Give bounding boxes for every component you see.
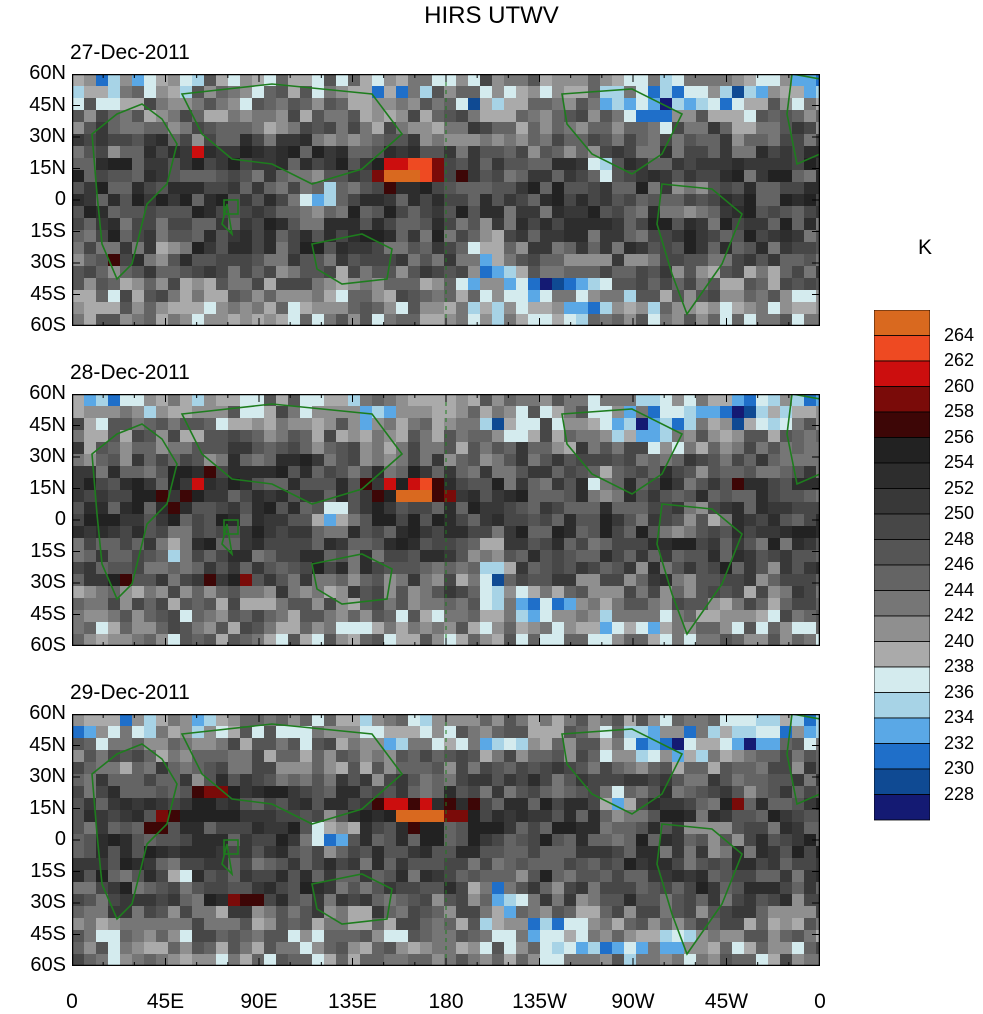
y-tick-label: 30N [29, 765, 66, 787]
y-tick-label: 45N [29, 93, 66, 116]
colorbar-swatch [874, 411, 930, 438]
y-tick-label: 15N [29, 796, 66, 819]
y-tick-label: 30S [30, 251, 66, 273]
colorbar-level-label: 256 [944, 426, 975, 447]
colorbar-swatch [874, 386, 930, 413]
y-tick-label: 45N [29, 413, 66, 436]
colorbar-level-label: 236 [944, 681, 975, 702]
x-tick-label: 180 [428, 990, 464, 1013]
colorbar [874, 310, 930, 821]
colorbar-swatch [874, 692, 930, 719]
x-tick-label: 135W [512, 990, 567, 1013]
colorbar-swatch [874, 641, 930, 668]
map-panel-27-dec-2011 [72, 74, 820, 326]
colorbar-swatch [874, 513, 930, 540]
axis-ticks [72, 714, 820, 966]
y-tick-label: 60S [30, 634, 66, 656]
y-tick-label: 15N [29, 156, 66, 179]
colorbar-level-label: 254 [944, 452, 975, 472]
y-tick-label: 0 [54, 508, 66, 530]
colorbar-level-label: 258 [944, 401, 975, 421]
colorbar-level-label: 252 [944, 477, 975, 498]
panel-1-date: 27-Dec-2011 [70, 41, 190, 64]
x-tick-label: 45E [146, 990, 185, 1013]
x-tick-label: 0 [66, 990, 78, 1013]
colorbar-level-label: 260 [944, 375, 975, 396]
chart-title: HIRS UTWV [424, 2, 559, 29]
colorbar-swatch [874, 360, 930, 387]
panel-3-date: 29-Dec-2011 [70, 681, 190, 704]
x-tick-label: 90E [240, 990, 278, 1013]
colorbar-swatch [874, 717, 930, 744]
y-tick-label: 15S [30, 219, 66, 242]
y-tick-label: 30N [29, 125, 66, 147]
colorbar-level-label: 232 [944, 732, 975, 753]
coastlines [91, 394, 820, 636]
colorbar-level-label: 244 [944, 579, 975, 600]
colorbar-level-label: 264 [944, 324, 975, 345]
y-tick-label: 60N [29, 702, 66, 724]
y-tick-label: 45S [30, 922, 66, 945]
y-tick-label: 30S [30, 891, 66, 913]
colorbar-level-label: 248 [944, 528, 975, 549]
colorbar-swatch [874, 488, 930, 515]
colorbar-swatch [874, 615, 930, 642]
y-tick-label: 15S [30, 859, 66, 882]
y-tick-label: 60S [30, 314, 66, 336]
colorbar-swatch [874, 310, 930, 336]
axis-ticks [72, 394, 820, 646]
field-cells [72, 714, 820, 966]
y-tick-label: 15S [30, 539, 66, 562]
x-tick-label: 90W [611, 990, 655, 1013]
colorbar-level-label: 234 [944, 707, 975, 727]
y-tick-label: 60S [30, 954, 66, 976]
map-panel-29-dec-2011 [72, 714, 820, 966]
colorbar-level-label: 246 [944, 554, 975, 574]
y-tick-label: 30N [29, 445, 66, 467]
colorbar-level-label: 242 [944, 605, 975, 625]
field-cells [72, 74, 820, 326]
y-tick-label: 60N [29, 382, 66, 404]
x-tick-label: 0 [814, 990, 826, 1013]
axis-ticks [72, 74, 820, 326]
y-tick-label: 15N [29, 476, 66, 499]
y-tick-label: 30S [30, 571, 66, 593]
colorbar-swatch [874, 564, 930, 591]
colorbar-level-label: 240 [944, 630, 975, 651]
y-tick-label: 0 [54, 188, 66, 210]
colorbar-level-label: 262 [944, 350, 975, 370]
colorbar-swatch [874, 462, 930, 489]
colorbar-level-label: 238 [944, 656, 975, 676]
colorbar-swatch [874, 743, 930, 770]
field-cells [72, 394, 820, 646]
x-tick-label: 45W [704, 990, 749, 1013]
colorbar-swatch [874, 794, 930, 821]
y-tick-label: 0 [54, 828, 66, 850]
coastlines [91, 714, 820, 956]
colorbar-level-label: 228 [944, 783, 975, 804]
map-panel-28-dec-2011 [72, 394, 820, 646]
y-tick-label: 45N [29, 733, 66, 756]
colorbar-level-label: 250 [944, 503, 975, 523]
colorbar-swatch [874, 590, 930, 617]
panel-2-date: 28-Dec-2011 [70, 361, 190, 384]
colorbar-unit: K [918, 236, 933, 259]
y-tick-label: 45S [30, 282, 66, 305]
x-tick-label: 135E [327, 990, 378, 1013]
y-tick-label: 45S [30, 602, 66, 625]
colorbar-swatch [874, 437, 930, 464]
colorbar-level-label: 230 [944, 758, 975, 778]
colorbar-swatch [874, 539, 930, 566]
colorbar-swatch [874, 768, 930, 795]
colorbar-swatch [874, 335, 930, 362]
y-tick-label: 60N [29, 62, 66, 84]
colorbar-swatch [874, 666, 930, 693]
